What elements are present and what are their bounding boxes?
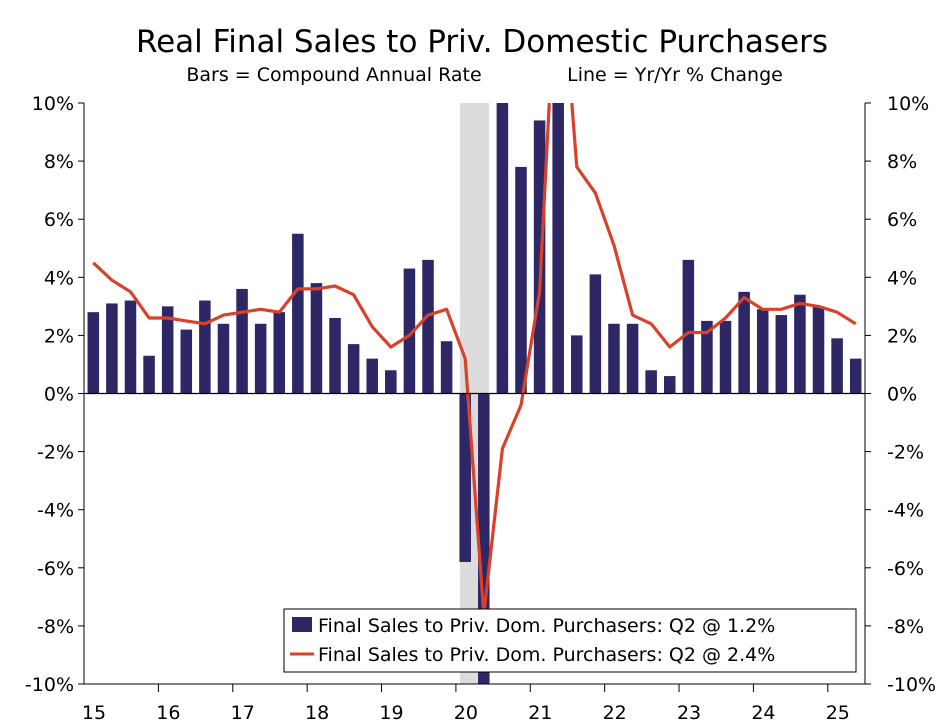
bar-series-layer [87,103,862,684]
bar-19Q4 [440,341,453,394]
bar-15Q2 [106,303,118,394]
bar-22Q2 [626,323,639,394]
y-tick-label-left: 6% [44,209,74,231]
y-tick-label-right: -10% [887,674,936,696]
bar-16Q4 [217,323,230,394]
x-tick-label: 23 [677,702,701,724]
bar-16Q1 [161,306,174,394]
chart-subtitle-line: Line = Yr/Yr % Change [567,64,783,86]
x-tick-label: 15 [82,702,106,724]
y-tick-label-right: -6% [887,558,924,580]
bar-17Q1 [236,288,248,394]
bar-15Q4 [143,355,155,394]
bar-19Q1 [385,370,397,394]
y-tick-label-right: 0% [887,384,917,406]
bar-22Q4 [663,376,676,394]
x-tick-label: 25 [826,702,850,724]
bar-22Q1 [608,323,620,394]
bar-18Q1 [310,283,323,394]
line-series-layer [92,103,857,616]
bar-23Q2 [701,320,713,394]
bar-23Q1 [682,259,695,394]
y-tick-label-right: -8% [887,616,924,638]
bar-18Q4 [366,358,378,394]
bar-17Q3 [273,312,286,394]
legend: Final Sales to Priv. Dom. Purchasers: Q2… [283,608,857,673]
x-tick-label: 16 [156,702,180,724]
line-series-yr-yr [92,103,857,616]
bar-25Q1 [831,338,843,394]
bar-24Q2 [775,315,788,394]
bar-21Q3 [571,335,583,394]
x-tick-label: 24 [751,702,775,724]
bar-23Q3 [719,320,732,394]
legend-label-line: Final Sales to Priv. Dom. Purchasers: Q2… [318,644,775,666]
y-tick-label-right: 6% [887,209,917,231]
bar-17Q2 [254,323,267,394]
legend-label-bars: Final Sales to Priv. Dom. Purchasers: Q2… [318,615,775,637]
bar-16Q3 [199,300,211,394]
y-tick-label-left: -6% [37,558,74,580]
y-tick-label-left: 8% [44,151,74,173]
y-tick-label-left: 10% [32,93,74,115]
bar-20Q1 [459,393,471,562]
bar-16Q2 [180,329,193,394]
bar-21Q2 [552,103,564,394]
x-tick-label: 21 [528,702,552,724]
bar-18Q2 [329,317,341,394]
y-tick-label-left: -8% [37,616,74,638]
y-tick-label-right: -2% [887,442,924,464]
bar-18Q3 [347,344,360,394]
bar-17Q4 [292,233,304,394]
x-tick-label: 22 [603,702,627,724]
bar-20Q3 [496,103,509,394]
x-tick-label: 17 [231,702,255,724]
y-tick-label-left: -2% [37,442,74,464]
bar-23Q4 [738,291,750,394]
x-tick-label: 20 [454,702,478,724]
bar-22Q3 [645,370,657,394]
y-tick-label-right: -4% [887,500,924,522]
y-tick-label-right: 10% [887,93,929,115]
bar-19Q3 [422,259,434,394]
y-tick-label-left: 0% [44,384,74,406]
bar-15Q3 [124,300,137,394]
bar-24Q3 [794,294,806,394]
bar-19Q2 [403,268,416,394]
x-tick-label: 19 [379,702,403,724]
y-tick-label-right: 4% [887,267,917,289]
y-tick-label-right: 8% [887,151,917,173]
bar-25Q2 [849,358,862,394]
y-tick-label-right: 2% [887,325,917,347]
y-tick-label-left: 2% [44,325,74,347]
bar-20Q4 [515,166,527,394]
bar-20Q2 [478,393,490,684]
legend-box [283,608,857,673]
bar-21Q4 [589,274,602,394]
chart-title: Real Final Sales to Priv. Domestic Purch… [136,24,828,60]
y-tick-label-left: 4% [44,267,74,289]
bar-15Q1 [87,312,100,394]
legend-swatch-bars [292,617,312,632]
bar-21Q1 [533,120,546,394]
axes-layer: 10% 10% 8% 8% 6% 6% 4% 4% 2% 2% 0% 0% -2% -2% -4% -4% -6… [25,93,936,724]
y-tick-label-left: -10% [25,674,74,696]
y-tick-label-left: -4% [37,500,74,522]
x-tick-label: 18 [305,702,329,724]
bar-24Q1 [756,309,769,394]
chart-subtitle-bars: Bars = Compound Annual Rate [186,64,481,86]
bar-24Q4 [812,306,825,394]
